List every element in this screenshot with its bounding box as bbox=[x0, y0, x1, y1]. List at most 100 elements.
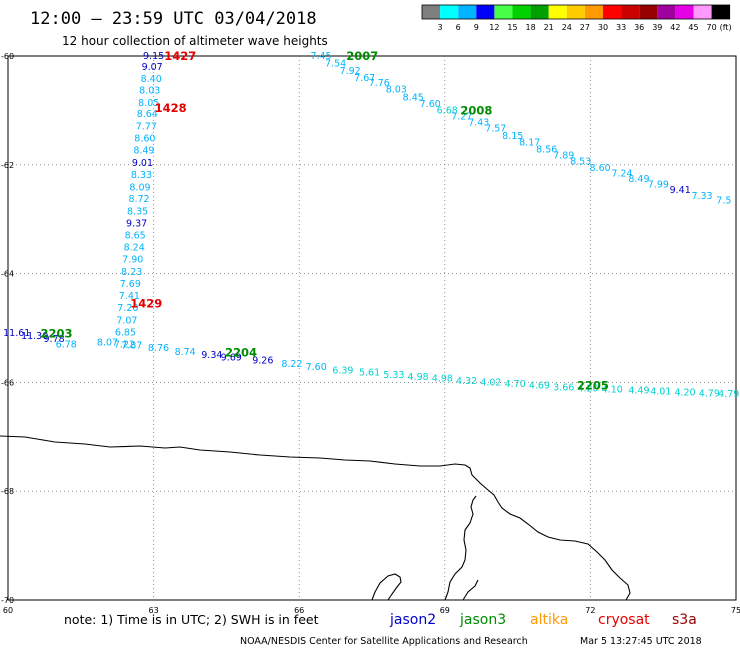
lon-tick-label: 69 bbox=[440, 606, 450, 615]
wave-height-value: 9.01 bbox=[132, 158, 153, 169]
legend-swatch bbox=[711, 5, 730, 19]
lat-tick-label: -68 bbox=[1, 487, 14, 496]
color-scale-legend: 3 6 9 12 15 18 21 24 27 30 33 36 39 42 45 70 (ft) bbox=[421, 4, 732, 32]
wave-height-value: 4.70 bbox=[505, 379, 526, 390]
wave-height-value: 4.01 bbox=[650, 387, 671, 398]
wave-height-value: 6.85 bbox=[115, 327, 136, 338]
map-subtitle: 12 hour collection of altimeter wave hei… bbox=[62, 34, 328, 48]
pass-time-label: 2205 bbox=[577, 379, 609, 393]
wave-height-value: 4.20 bbox=[674, 388, 695, 399]
wave-height-value: 5.33 bbox=[383, 370, 404, 381]
coastline-segment bbox=[371, 573, 402, 601]
wave-height-value: 6.68 bbox=[437, 105, 458, 116]
legend-label: 9 bbox=[474, 23, 479, 32]
legend-swatch bbox=[512, 5, 531, 19]
satellite-s3a-label: s3a bbox=[672, 612, 697, 628]
wave-height-value: 9.26 bbox=[252, 356, 273, 367]
wave-height-value: 5.61 bbox=[359, 368, 380, 379]
legend-border bbox=[421, 4, 731, 20]
legend-swatch bbox=[603, 5, 622, 19]
wave-height-value: 9.15 bbox=[143, 51, 164, 62]
lon-tick-label: 75 bbox=[731, 606, 740, 615]
wave-height-value: 8.74 bbox=[175, 347, 196, 358]
wave-height-value: 8.65 bbox=[125, 231, 146, 242]
altimeter-tracks: 9.159.078.408.038.058.647.778.608.499.01… bbox=[3, 51, 739, 400]
legend-label: 12 bbox=[489, 23, 499, 32]
wave-height-value: 7.87 bbox=[121, 340, 142, 351]
wave-height-value: 9.69 bbox=[221, 352, 242, 363]
wave-height-value: 8.22 bbox=[281, 359, 302, 370]
legend-label: 27 bbox=[580, 23, 590, 32]
legend-swatch bbox=[584, 5, 603, 19]
legend-swatch bbox=[440, 5, 459, 19]
wave-height-value: 7.22 bbox=[114, 339, 135, 350]
lon-tick-label: 63 bbox=[149, 606, 159, 615]
wave-height-value: 11.30 bbox=[21, 331, 48, 342]
wave-height-value: 4.79 bbox=[699, 388, 720, 399]
legend-label: 3 bbox=[438, 23, 443, 32]
wave-height-value: 11.61 bbox=[3, 328, 30, 339]
wave-height-value: 8.23 bbox=[121, 267, 142, 278]
legend-label: 6 bbox=[456, 23, 461, 32]
wave-height-value: 7.67 bbox=[354, 73, 375, 84]
legend-label: 70 bbox=[707, 23, 717, 32]
lon-tick-label: 60 bbox=[3, 606, 13, 615]
legend-swatch bbox=[639, 5, 658, 19]
wave-height-value: 7.57 bbox=[485, 123, 506, 134]
pass-time-label: 2204 bbox=[225, 345, 257, 359]
wave-height-value: 7.33 bbox=[691, 191, 712, 202]
wave-height-value: 7.77 bbox=[136, 122, 157, 133]
pass-time-labels: 1427 1428 1429 2203 2204 2007 2008 2205 bbox=[41, 49, 609, 393]
wave-height-value: 7.27 bbox=[451, 111, 472, 122]
wave-height-value: 7.45 bbox=[310, 51, 331, 62]
wave-height-value: 4.69 bbox=[529, 381, 550, 392]
pass-time-label: 2008 bbox=[460, 103, 492, 117]
legend-swatch bbox=[548, 5, 567, 19]
wave-height-value: 9.78 bbox=[44, 334, 65, 345]
legend-swatch bbox=[621, 5, 640, 19]
lat-tick-label: -66 bbox=[1, 378, 14, 387]
wave-height-value: 7.43 bbox=[468, 117, 489, 128]
wave-height-value: 9.41 bbox=[670, 185, 691, 196]
satellite-jason3-label: jason3 bbox=[459, 612, 506, 628]
wave-height-value: 7.07 bbox=[116, 315, 137, 326]
wave-height-value: 8.03 bbox=[386, 85, 407, 96]
wave-height-value: 8.49 bbox=[133, 146, 154, 157]
map-title: 12:00 – 23:59 UTC 03/04/2018 bbox=[30, 9, 317, 29]
wave-height-value: 7.90 bbox=[122, 254, 143, 265]
wave-height-value: 4.49 bbox=[628, 386, 649, 397]
legend-swatch bbox=[494, 5, 513, 19]
antarctic-coastline bbox=[0, 435, 631, 601]
coastline-segment bbox=[0, 435, 631, 601]
satellite-cryosat-label: cryosat bbox=[598, 612, 650, 628]
lat-tick-label: -70 bbox=[1, 596, 14, 605]
legend-swatch bbox=[693, 5, 712, 19]
legend-swatch bbox=[657, 5, 676, 19]
wave-height-value: 4.20 bbox=[577, 383, 598, 394]
legend-label: 33 bbox=[616, 23, 626, 32]
wave-height-value: 7.54 bbox=[325, 59, 346, 70]
wave-height-value: 4.98 bbox=[432, 374, 453, 385]
legend-unit: (ft) bbox=[720, 23, 732, 32]
legend-label: 42 bbox=[670, 23, 680, 32]
wave-height-value: 8.09 bbox=[129, 183, 150, 194]
wave-height-value: 7.92 bbox=[340, 66, 361, 77]
wave-height-value: 8.60 bbox=[134, 134, 155, 145]
wave-height-value: 9.34 bbox=[201, 350, 222, 361]
legend-swatch bbox=[476, 5, 495, 19]
legend-label: 45 bbox=[688, 23, 698, 32]
credit-line: NOAA/NESDIS Center for Satellite Applica… bbox=[240, 636, 528, 647]
wave-height-value: 7.41 bbox=[119, 291, 140, 302]
wave-height-value: 8.24 bbox=[124, 242, 145, 253]
wave-height-value: 9.37 bbox=[126, 219, 147, 230]
wave-height-value: 8.17 bbox=[519, 137, 540, 148]
wave-height-value: 8.15 bbox=[502, 131, 523, 142]
legend-label: 39 bbox=[652, 23, 662, 32]
lat-tick-label: -62 bbox=[1, 161, 14, 170]
pass-time-label: 1427 bbox=[164, 49, 196, 63]
wave-height-value: 9.07 bbox=[142, 62, 163, 73]
lat-tick-label: -60 bbox=[1, 52, 14, 61]
legend-swatch bbox=[530, 5, 549, 19]
lat-lon-grid bbox=[8, 56, 736, 600]
wave-height-value: 3.66 bbox=[553, 382, 574, 393]
